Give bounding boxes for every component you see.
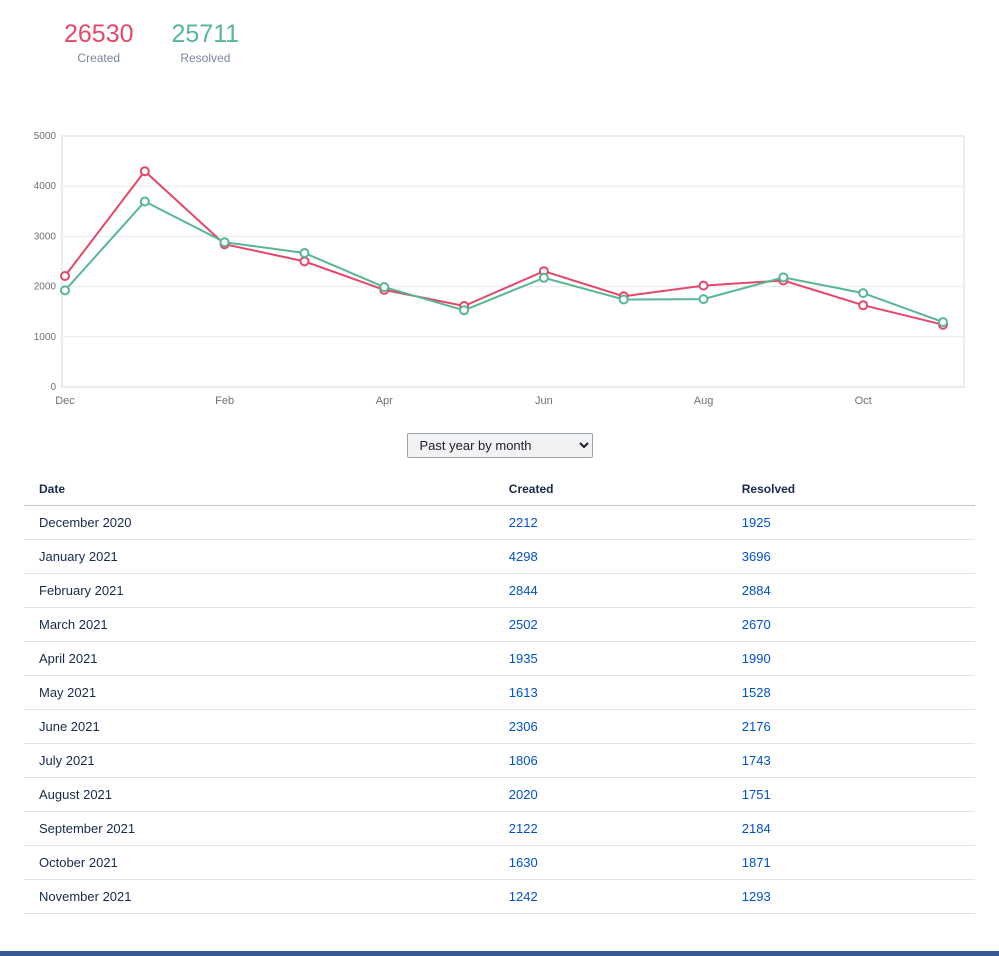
svg-text:Oct: Oct <box>855 395 872 407</box>
row-resolved-link[interactable]: 2176 <box>741 719 771 734</box>
row-date: July 2021 <box>24 743 494 778</box>
svg-text:5000: 5000 <box>34 131 57 142</box>
table-row: September 2021 2122 2184 <box>24 811 975 846</box>
resolved-label: Resolved <box>180 51 231 65</box>
row-created-link[interactable]: 2212 <box>508 515 538 530</box>
row-created-link[interactable]: 1242 <box>508 889 538 904</box>
row-date: May 2021 <box>24 675 494 710</box>
row-created-link[interactable]: 2502 <box>508 617 538 632</box>
resolved-count: 25711 <box>171 20 240 48</box>
svg-text:Dec: Dec <box>55 395 75 407</box>
table-row: June 2021 2306 2176 <box>24 709 975 744</box>
row-date: September 2021 <box>24 811 494 846</box>
table-row: November 2021 1242 1293 <box>24 879 975 914</box>
row-date: June 2021 <box>24 709 494 744</box>
created-count: 26530 <box>64 20 134 48</box>
period-select[interactable]: Past year by month <box>406 433 593 458</box>
table-header-row: Date Created Resolved <box>24 472 975 506</box>
row-resolved-link[interactable]: 1743 <box>741 753 771 768</box>
row-created-link[interactable]: 2020 <box>508 787 538 802</box>
table-row: August 2021 2020 1751 <box>24 777 975 812</box>
row-created-link[interactable]: 1630 <box>508 855 538 870</box>
bottom-divider <box>0 951 999 956</box>
table-row: February 2021 2844 2884 <box>24 573 975 608</box>
row-created-link[interactable]: 2844 <box>508 583 538 598</box>
svg-text:3000: 3000 <box>34 231 57 242</box>
row-resolved-link[interactable]: 1293 <box>741 889 771 904</box>
table-row: October 2021 1630 1871 <box>24 845 975 880</box>
svg-text:Feb: Feb <box>215 395 234 407</box>
created-stat: 26530 Created <box>64 20 134 65</box>
row-resolved-link[interactable]: 2884 <box>741 583 771 598</box>
stats-table-body: December 2020 2212 1925 January 2021 4298 369… <box>24 505 975 914</box>
row-created-link[interactable]: 2122 <box>508 821 538 836</box>
summary-stats: 26530 Created 25711 Resolved <box>24 0 975 65</box>
period-select-row: Past year by month <box>24 433 975 458</box>
col-header-created: Created <box>493 472 727 506</box>
row-date: February 2021 <box>24 573 494 608</box>
row-created-link[interactable]: 1806 <box>508 753 538 768</box>
row-created-link[interactable]: 2306 <box>508 719 538 734</box>
row-date: January 2021 <box>24 539 494 574</box>
created-vs-resolved-gadget: 26530 Created 25711 Resolved 0 1000 2000 30… <box>24 0 975 914</box>
svg-text:4000: 4000 <box>34 181 57 192</box>
row-resolved-link[interactable]: 3696 <box>741 549 771 564</box>
row-created-link[interactable]: 4298 <box>508 549 538 564</box>
row-resolved-link[interactable]: 1925 <box>741 515 771 530</box>
line-chart: 0 1000 2000 3000 4000 5000 Dec Feb Apr Jun Aug Oct <box>34 131 965 407</box>
row-resolved-link[interactable]: 1528 <box>741 685 771 700</box>
row-date: August 2021 <box>24 777 494 812</box>
table-row: December 2020 2212 1925 <box>24 505 975 540</box>
row-resolved-link[interactable]: 1871 <box>741 855 771 870</box>
row-resolved-link[interactable]: 2670 <box>741 617 771 632</box>
table-row: April 2021 1935 1990 <box>24 641 975 676</box>
row-date: March 2021 <box>24 607 494 642</box>
row-resolved-link[interactable]: 2184 <box>741 821 771 836</box>
row-date: November 2021 <box>24 879 494 914</box>
svg-text:2000: 2000 <box>34 282 57 293</box>
svg-text:Apr: Apr <box>376 395 393 407</box>
row-date: October 2021 <box>24 845 494 880</box>
chart-area: 0 1000 2000 3000 4000 5000 Dec Feb Apr Jun Aug Oct <box>24 129 975 417</box>
table-row: March 2021 2502 2670 <box>24 607 975 642</box>
row-date: December 2020 <box>24 505 494 540</box>
svg-text:1000: 1000 <box>34 332 57 343</box>
table-row: January 2021 4298 3696 <box>24 539 975 574</box>
svg-text:Jun: Jun <box>535 395 553 407</box>
stats-table: Date Created Resolved December 2020 2212 1… <box>24 472 975 914</box>
svg-text:Aug: Aug <box>694 395 714 407</box>
col-header-resolved: Resolved <box>726 472 975 506</box>
row-created-link[interactable]: 1935 <box>508 651 538 666</box>
svg-text:0: 0 <box>50 382 56 393</box>
row-resolved-link[interactable]: 1990 <box>741 651 771 666</box>
row-created-link[interactable]: 1613 <box>508 685 538 700</box>
resolved-stat: 25711 Resolved <box>172 20 240 65</box>
created-label: Created <box>77 51 121 65</box>
col-header-date: Date <box>24 472 494 506</box>
row-date: April 2021 <box>24 641 494 676</box>
row-resolved-link[interactable]: 1751 <box>741 787 771 802</box>
table-row: July 2021 1806 1743 <box>24 743 975 778</box>
table-row: May 2021 1613 1528 <box>24 675 975 710</box>
